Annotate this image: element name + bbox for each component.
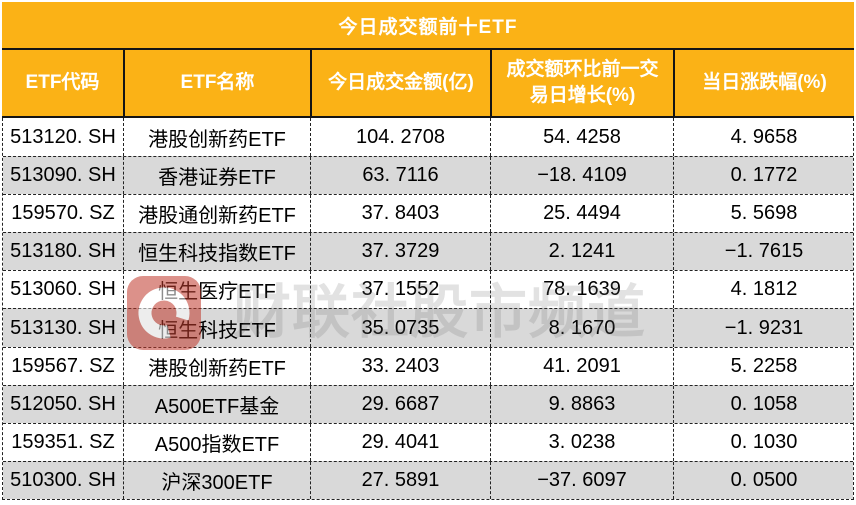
cell-daily-change: 4. 1812 <box>673 271 854 309</box>
cell-etf-code: 513180. SH <box>10 240 116 263</box>
cell-etf-code: 512050. SH <box>10 392 116 415</box>
column-header-turnover: 今日成交金额(亿) <box>310 50 490 116</box>
cell-etf-code: 513130. SH <box>10 316 116 339</box>
cell-daily-change: 0. 1030 <box>673 423 854 461</box>
cell-turnover: 37. 3729 <box>310 233 490 271</box>
cell-etf-name: 香港证券ETF <box>123 157 310 195</box>
table-row: 513130. SH 恒生科技ETF 35. 0735 8. 1670 −1. … <box>3 308 854 347</box>
table-row: 513090. SH 香港证券ETF 63. 7116 −18. 4109 0.… <box>3 156 854 195</box>
cell-etf-name: 港股通创新药ETF <box>123 195 310 233</box>
cell-change-vs-prev: 25. 4494 <box>490 195 673 233</box>
cell-etf-name: A500ETF基金 <box>123 385 310 423</box>
cell-etf-name: A500指数ETF <box>123 423 310 461</box>
cell-etf-code: 513060. SH <box>10 278 116 301</box>
cell-daily-change: −1. 9231 <box>673 309 854 347</box>
cell-change-vs-prev: −18. 4109 <box>490 157 673 195</box>
column-header-label: 成交额环比前一交易日增长(%) <box>506 59 659 106</box>
column-header-label: 今日成交金额(亿) <box>328 72 474 93</box>
cell-etf-code: 513120. SH <box>10 125 116 148</box>
column-header-daily-change: 当日涨跌幅(%) <box>673 50 854 116</box>
cell-change-vs-prev: 78. 1639 <box>490 271 673 309</box>
cell-etf-name: 恒生科技ETF <box>123 309 310 347</box>
cell-etf-name: 恒生科技指数ETF <box>123 233 310 271</box>
cell-etf-name: 港股创新药ETF <box>123 347 310 385</box>
cell-turnover: 37. 8403 <box>310 195 490 233</box>
cell-turnover: 33. 2403 <box>310 347 490 385</box>
cell-daily-change: −1. 7615 <box>673 233 854 271</box>
cell-turnover: 35. 0735 <box>310 309 490 347</box>
table-body: 513120. SH 港股创新药ETF 104. 2708 54. 4258 4… <box>2 118 854 500</box>
cell-change-vs-prev: −37. 6097 <box>490 461 673 499</box>
column-header-etf-name: ETF名称 <box>123 50 310 116</box>
table-row: 513180. SH 恒生科技指数ETF 37. 3729 2. 1241 −1… <box>3 232 854 271</box>
column-header-label: ETF代码 <box>25 72 100 93</box>
cell-daily-change: 0. 1058 <box>673 385 854 423</box>
cell-change-vs-prev: 41. 2091 <box>490 347 673 385</box>
cell-etf-name: 港股创新药ETF <box>123 118 310 157</box>
cell-daily-change: 5. 5698 <box>673 195 854 233</box>
table-row: 159567. SZ 港股创新药ETF 33. 2403 41. 2091 5.… <box>3 346 854 385</box>
cell-change-vs-prev: 2. 1241 <box>490 233 673 271</box>
cell-change-vs-prev: 54. 4258 <box>490 118 673 157</box>
cell-etf-name: 恒生医疗ETF <box>123 271 310 309</box>
cell-turnover: 27. 5891 <box>310 461 490 499</box>
table-row: 513120. SH 港股创新药ETF 104. 2708 54. 4258 4… <box>3 118 854 157</box>
column-header-etf-code: ETF代码 <box>2 50 123 116</box>
cell-etf-name: 沪深300ETF <box>123 461 310 499</box>
table-row: 513060. SH 恒生医疗ETF 37. 1552 78. 1639 4. … <box>3 270 854 309</box>
cell-daily-change: 4. 9658 <box>673 118 854 157</box>
cell-etf-code: 513090. SH <box>10 164 116 187</box>
cell-change-vs-prev: 3. 0238 <box>490 423 673 461</box>
cell-daily-change: 0. 0500 <box>673 461 854 499</box>
column-header-label: 当日涨跌幅(%) <box>702 72 827 93</box>
cell-etf-code: 159351. SZ <box>11 430 115 453</box>
cell-change-vs-prev: 8. 1670 <box>490 309 673 347</box>
cell-etf-code: 159570. SZ <box>11 202 115 225</box>
table-row: 159570. SZ 港股通创新药ETF 37. 8403 25. 4494 5… <box>3 194 854 233</box>
cell-daily-change: 5. 2258 <box>673 347 854 385</box>
column-header-change-vs-prev: 成交额环比前一交易日增长(%) <box>490 50 673 116</box>
column-header-label: ETF名称 <box>180 72 255 93</box>
table-row: 512050. SH A500ETF基金 29. 6687 9. 8863 0.… <box>3 384 854 423</box>
cell-change-vs-prev: 9. 8863 <box>490 385 673 423</box>
cell-etf-code: 510300. SH <box>10 468 116 491</box>
cell-turnover: 29. 6687 <box>310 385 490 423</box>
table-title: 今日成交额前十ETF <box>2 2 854 50</box>
cell-turnover: 37. 1552 <box>310 271 490 309</box>
table-row: 510300. SH 沪深300ETF 27. 5891 −37. 6097 0… <box>3 460 854 499</box>
table-row: 159351. SZ A500指数ETF 29. 4041 3. 0238 0.… <box>3 422 854 461</box>
table-header-row: ETF代码 ETF名称 今日成交金额(亿) 成交额环比前一交易日增长(%) 当日… <box>2 50 854 118</box>
cell-etf-code: 159567. SZ <box>11 354 115 377</box>
cell-turnover: 104. 2708 <box>310 118 490 157</box>
cell-turnover: 29. 4041 <box>310 423 490 461</box>
cell-daily-change: 0. 1772 <box>673 157 854 195</box>
cell-turnover: 63. 7116 <box>310 157 490 195</box>
